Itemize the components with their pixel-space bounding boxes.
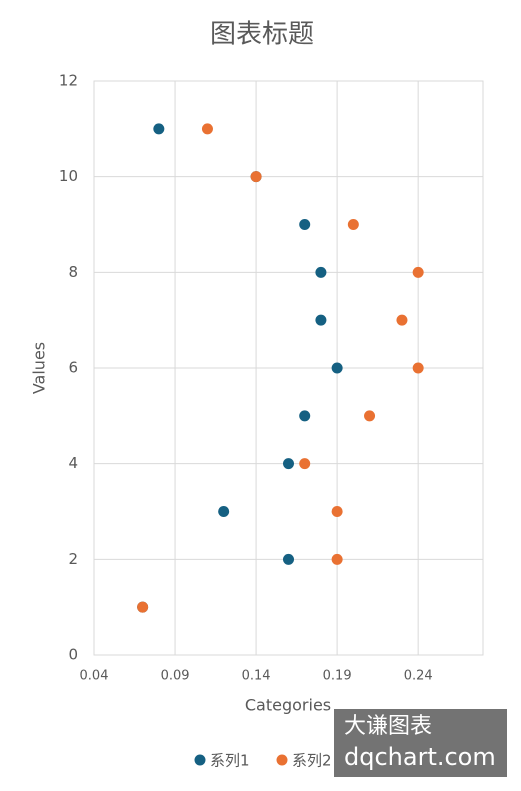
point: [153, 123, 165, 135]
x-tick-label: 0.09: [161, 669, 190, 684]
y-tick-label: 2: [68, 550, 78, 568]
point: [331, 362, 343, 374]
y-tick-label: 0: [68, 646, 78, 664]
y-tick-label: 10: [59, 167, 78, 185]
watermark-text: 大谦图表: [344, 714, 432, 739]
point: [331, 553, 343, 565]
point: [283, 553, 294, 565]
point: [137, 601, 149, 613]
chart-title: 图表标题: [210, 20, 314, 50]
point: [315, 266, 327, 278]
y-tick-label: 12: [59, 72, 78, 90]
watermark-text: dqchart.com: [344, 743, 496, 771]
point: [299, 458, 311, 470]
point: [412, 266, 424, 278]
point: [412, 362, 424, 374]
legend-marker: [276, 754, 288, 766]
legend-label: 系列1: [210, 752, 250, 770]
y-tick-label: 6: [68, 359, 78, 377]
legend-marker: [194, 754, 206, 766]
x-tick-label: 0.04: [80, 669, 109, 684]
x-tick-label: 0.24: [404, 669, 433, 684]
point: [364, 410, 376, 422]
x-axis-label: Categories: [245, 696, 331, 715]
y-axis-label: Values: [30, 342, 49, 394]
point: [299, 219, 311, 230]
watermark-box: [334, 709, 507, 777]
point: [315, 314, 327, 326]
legend-label: 系列2: [292, 752, 332, 770]
point: [218, 506, 230, 517]
point: [250, 171, 262, 183]
y-tick-label: 8: [68, 263, 78, 281]
point: [283, 458, 294, 470]
y-tick-label: 4: [68, 454, 78, 472]
x-tick-label: 0.19: [323, 669, 352, 684]
point: [396, 314, 408, 326]
x-tick-label: 0.14: [242, 669, 271, 684]
point: [347, 219, 359, 230]
point: [201, 123, 213, 135]
point: [331, 506, 343, 517]
point: [299, 410, 311, 422]
